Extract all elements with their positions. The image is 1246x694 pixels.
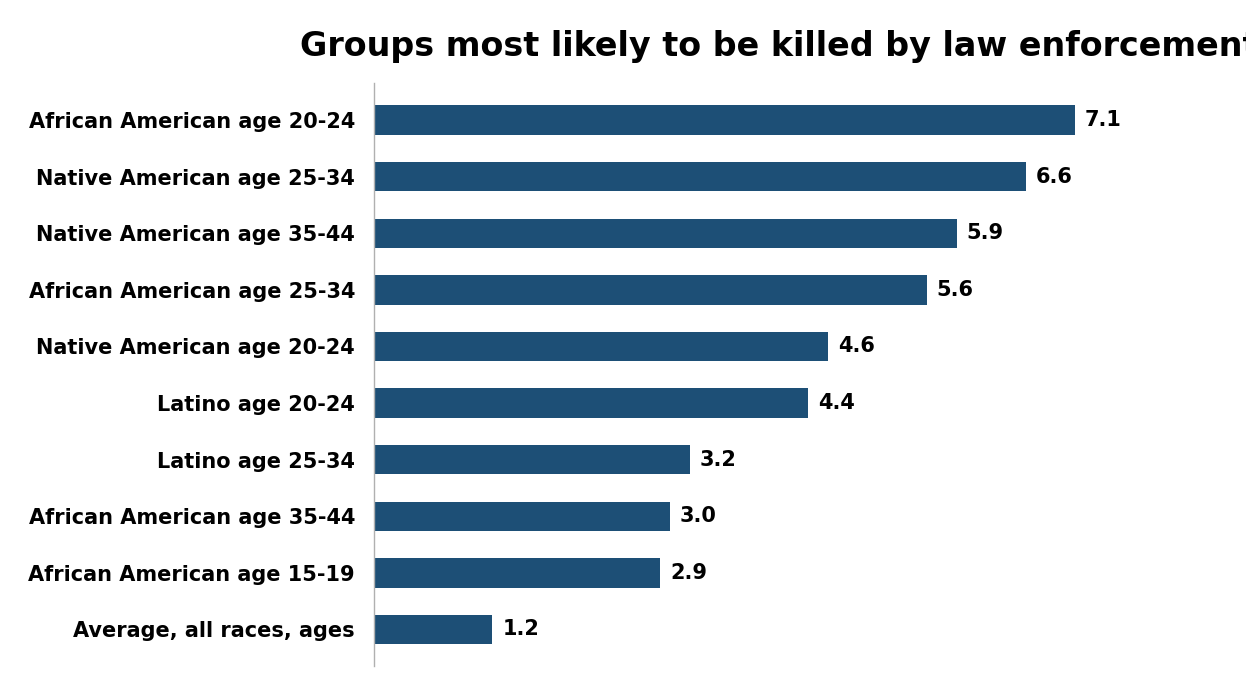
Title: Groups most likely to be killed by law enforcement: Groups most likely to be killed by law e… [299,30,1246,62]
Bar [374,445,690,475]
Text: 6.6: 6.6 [1035,167,1073,187]
Bar [374,275,927,305]
Text: 3.2: 3.2 [700,450,736,470]
Text: 5.9: 5.9 [967,223,1003,244]
Text: 5.6: 5.6 [937,280,974,300]
Text: 2.9: 2.9 [670,563,706,583]
Text: 4.4: 4.4 [819,393,855,413]
Bar [374,615,492,644]
Text: 7.1: 7.1 [1085,110,1121,130]
Text: 4.6: 4.6 [839,337,875,357]
Text: 3.0: 3.0 [680,506,716,526]
Text: 1.2: 1.2 [502,620,540,639]
Bar [374,558,660,588]
Bar [374,219,957,248]
Bar [374,332,829,361]
Bar [374,389,809,418]
Bar [374,502,670,531]
Bar [374,162,1025,192]
Bar [374,105,1075,135]
